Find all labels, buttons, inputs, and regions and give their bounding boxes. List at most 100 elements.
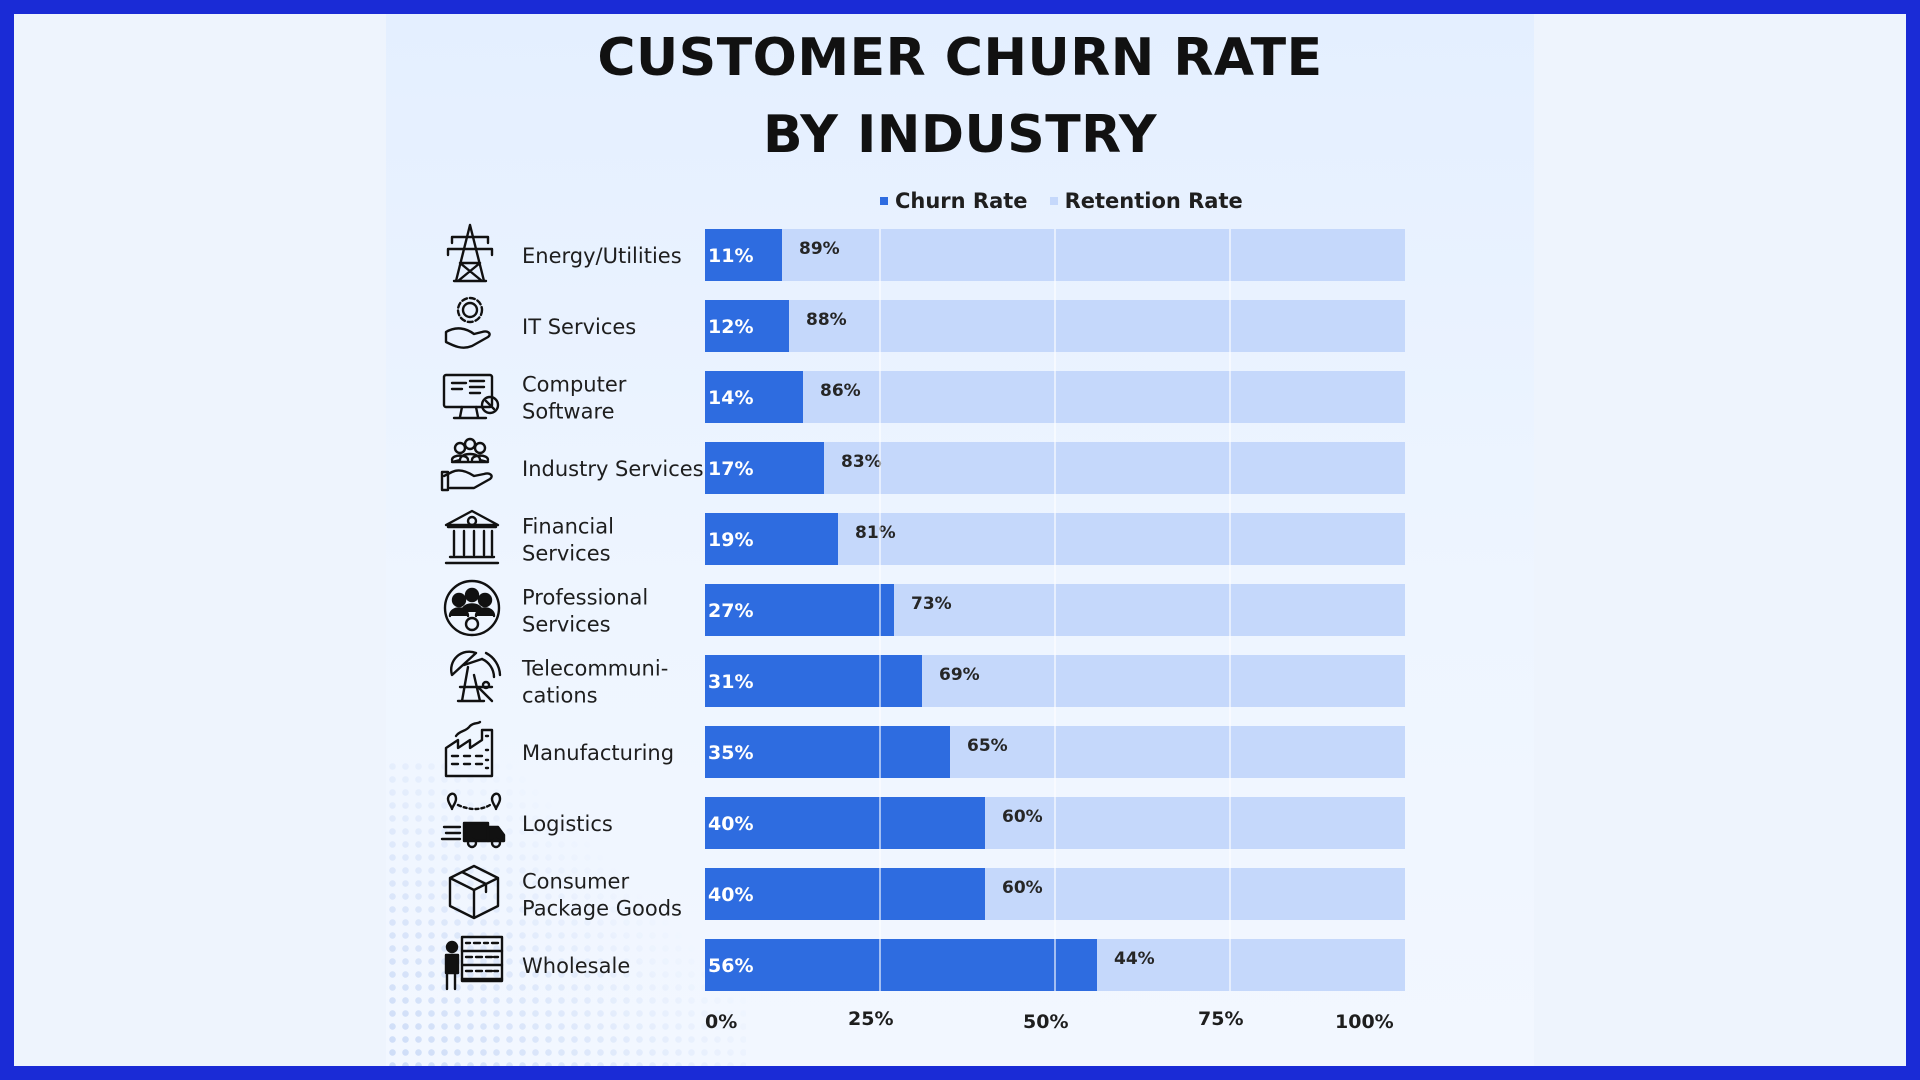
retention-data-label: 60% (1002, 807, 1043, 827)
category-label-line: Consumer (522, 870, 629, 894)
bar-churn (705, 726, 950, 778)
bar-churn (705, 584, 894, 636)
retention-data-label: 81% (855, 523, 896, 543)
x-tick-label: 75% (1198, 1008, 1243, 1030)
category-label: Logistics (522, 812, 613, 836)
dot-pattern-decoration (386, 760, 746, 1066)
category-label-line: Professional (522, 586, 648, 610)
category-label: Wholesale (522, 954, 630, 978)
category-label: Professional Services (522, 586, 648, 637)
x-tick-label: 0% (705, 1011, 737, 1033)
category-labels: Energy/Utilities IT Services Computer Softw… (521, 244, 704, 978)
retention-data-label: 44% (1114, 949, 1155, 969)
bar-churn (705, 513, 838, 565)
category-label: Telecommuni-cations (521, 657, 668, 708)
warehouse-worker-icon (444, 935, 504, 991)
x-tick-label: 100% (1335, 1011, 1394, 1033)
churn-data-label: 17% (708, 458, 753, 480)
category-label: Computer Software (522, 373, 627, 424)
retention-data-label: 69% (939, 665, 980, 685)
legend: Churn Rate Retention Rate (880, 188, 1243, 214)
bar-retention (803, 371, 1405, 423)
people-hand-icon (440, 437, 493, 492)
retention-data-label: 83% (841, 452, 882, 472)
x-tick-label: 50% (1023, 1011, 1068, 1033)
bar-retention (782, 229, 1405, 281)
category-icons (440, 223, 506, 991)
retention-data-label: 86% (820, 381, 861, 401)
bar-churn (705, 655, 922, 707)
bar-churn (705, 442, 824, 494)
category-label-line: Computer (522, 373, 627, 397)
churn-data-label: 12% (708, 316, 753, 338)
gear-hand-icon (444, 296, 491, 349)
churn-data-label: 56% (708, 955, 753, 977)
chart-title-line-1: CUSTOMER CHURN RATE (597, 28, 1323, 88)
churn-data-label: 40% (708, 884, 753, 906)
bar-churn (705, 797, 985, 849)
delivery-truck-icon (440, 792, 506, 849)
category-label-line: Package Goods (522, 897, 682, 921)
legend-item-retention: Retention Rate (1049, 189, 1243, 213)
category-label-line: Financial (522, 515, 614, 539)
churn-data-label: 40% (708, 813, 753, 835)
bar-retention (789, 300, 1405, 352)
category-label: IT Services (522, 315, 636, 339)
category-label: Industry Services (522, 457, 704, 481)
legend-label-churn: Churn Rate (895, 189, 1028, 213)
bar-churn (705, 229, 782, 281)
category-label-line: Wholesale (522, 954, 630, 978)
legend-label-retention: Retention Rate (1064, 189, 1243, 213)
chart-title: CUSTOMER CHURN RATE BY INDUSTRY (386, 20, 1534, 174)
retention-data-label: 60% (1002, 878, 1043, 898)
churn-data-label: 11% (708, 245, 753, 267)
bar-retention (1097, 939, 1405, 991)
bar-retention (985, 868, 1405, 920)
churn-data-label: 35% (708, 742, 753, 764)
retention-data-label: 65% (967, 736, 1008, 756)
bar-churn (705, 868, 985, 920)
x-axis-ticks: 0% 25% 50% 75% 100% (705, 1008, 1394, 1033)
churn-data-label: 19% (708, 529, 753, 551)
bar-churn (705, 939, 1097, 991)
category-label-line: Logistics (522, 812, 613, 836)
category-label-line: Manufacturing (522, 741, 674, 765)
bar-retention (894, 584, 1405, 636)
computer-wrench-icon (442, 373, 500, 420)
category-label: Energy/Utilities (522, 244, 682, 268)
category-label-line: Telecommuni- (521, 657, 668, 681)
package-box-icon (448, 864, 500, 920)
category-label-line: Services (522, 613, 611, 637)
bar-retention (922, 655, 1405, 707)
power-tower-icon (446, 223, 494, 283)
category-label-line: Energy/Utilities (522, 244, 682, 268)
bar-churn (705, 300, 789, 352)
x-tick-label: 25% (848, 1008, 893, 1030)
legend-item-churn: Churn Rate (880, 189, 1028, 213)
legend-swatch-retention (1049, 197, 1058, 205)
churn-data-label: 14% (708, 387, 753, 409)
category-label-line: IT Services (522, 315, 636, 339)
bar-retention (985, 797, 1405, 849)
bar-churn (705, 371, 803, 423)
category-label: Manufacturing (522, 741, 674, 765)
chart-title-line-2: BY INDUSTRY (762, 105, 1158, 165)
team-gear-icon (443, 579, 501, 637)
category-label-line: Industry Services (522, 457, 704, 481)
gridlines (879, 229, 1231, 991)
satellite-dish-icon (450, 650, 502, 703)
category-label: Consumer Package Goods (522, 870, 682, 921)
category-label: Financial Services (522, 515, 614, 566)
bar-retention (838, 513, 1405, 565)
legend-swatch-churn (880, 197, 888, 205)
bar-retention (824, 442, 1405, 494)
factory-icon (444, 720, 494, 778)
category-label-line: Services (522, 542, 611, 566)
churn-data-label: 31% (708, 671, 753, 693)
category-label-line: Software (522, 400, 615, 424)
bar-retention (950, 726, 1405, 778)
bank-icon (444, 509, 500, 565)
retention-data-label: 89% (799, 239, 840, 259)
category-label-line: cations (522, 684, 598, 708)
